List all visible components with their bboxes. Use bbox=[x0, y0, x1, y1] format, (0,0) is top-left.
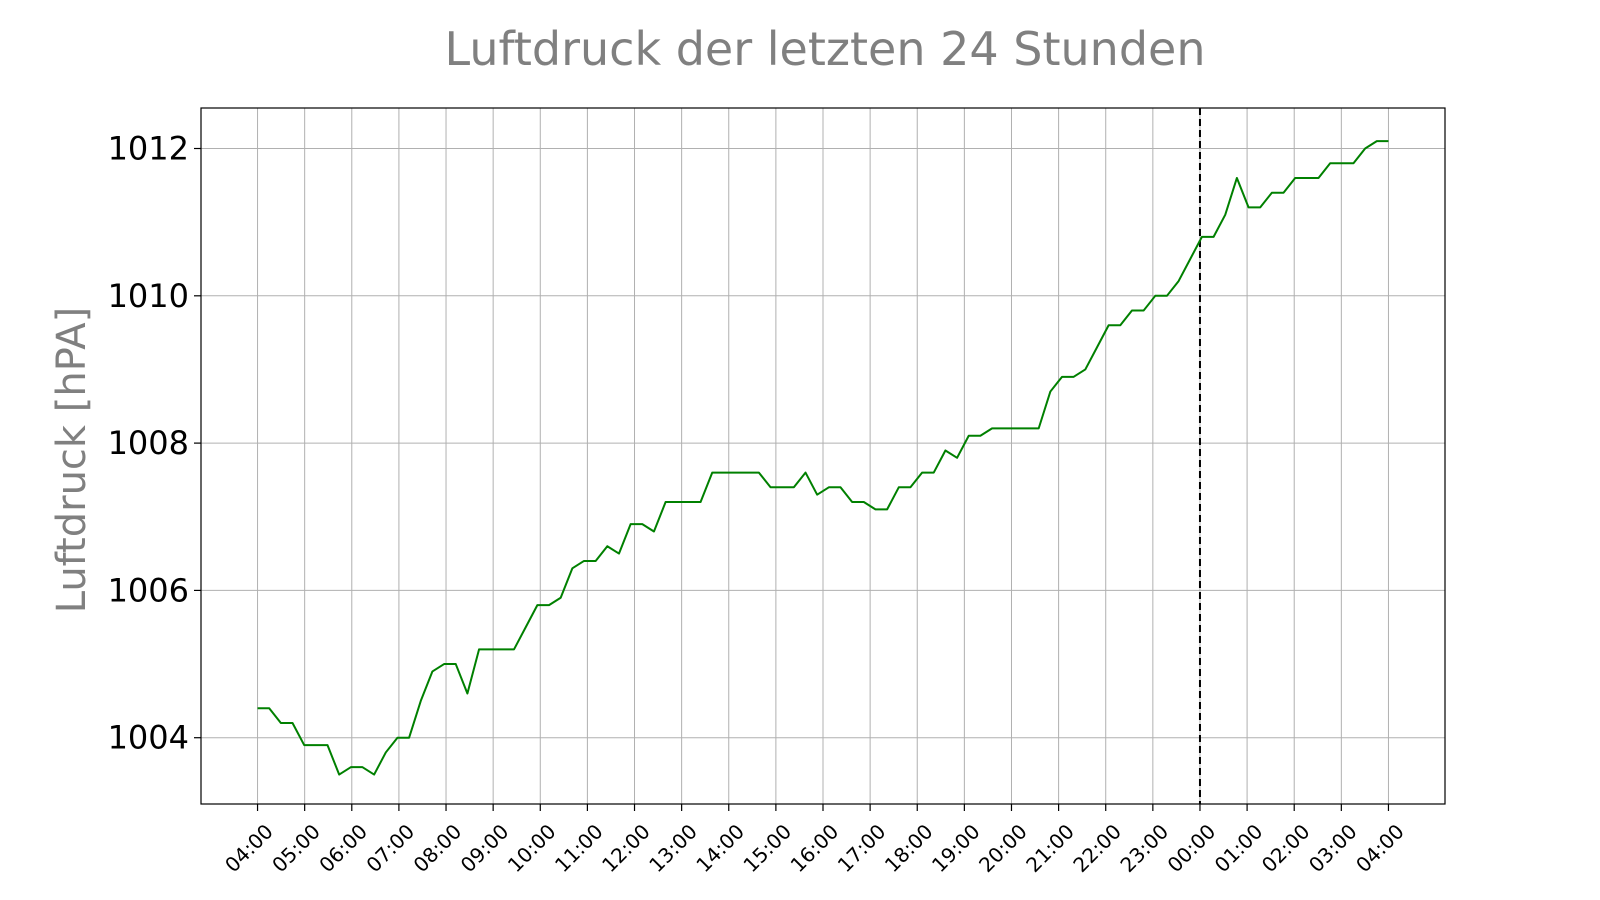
x-tick-label: 01:00 bbox=[1210, 819, 1268, 877]
x-tick-label: 11:00 bbox=[550, 819, 608, 877]
x-tick-label: 00:00 bbox=[1163, 819, 1221, 877]
y-tick-label: 1004 bbox=[108, 719, 189, 757]
x-tick-label: 23:00 bbox=[1115, 819, 1173, 877]
x-tick-label: 19:00 bbox=[927, 819, 985, 877]
x-tick-label: 15:00 bbox=[738, 819, 796, 877]
pressure-line bbox=[257, 140, 1389, 776]
x-tick-label: 21:00 bbox=[1021, 819, 1079, 877]
chart-title: Luftdruck der letzten 24 Stunden bbox=[445, 22, 1206, 76]
series bbox=[257, 140, 1389, 776]
x-tick-label: 22:00 bbox=[1068, 819, 1126, 877]
y-ticks: 1004 1006 1008 1010 1012 bbox=[108, 130, 201, 757]
x-tick-label: 14:00 bbox=[691, 819, 749, 877]
x-tick-label: 16:00 bbox=[786, 819, 844, 877]
x-tick-label: 07:00 bbox=[361, 819, 419, 877]
x-tick-label: 04:00 bbox=[220, 819, 278, 877]
x-tick-label: 08:00 bbox=[409, 819, 467, 877]
x-tick-label: 20:00 bbox=[974, 819, 1032, 877]
x-tick-label: 06:00 bbox=[314, 819, 372, 877]
x-tick-label: 03:00 bbox=[1304, 819, 1362, 877]
x-tick-label: 09:00 bbox=[456, 819, 514, 877]
y-tick-label: 1012 bbox=[108, 130, 189, 168]
x-tick-label: 13:00 bbox=[644, 819, 702, 877]
x-tick-label: 04:00 bbox=[1351, 819, 1409, 877]
grid bbox=[201, 108, 1445, 804]
x-tick-label: 12:00 bbox=[597, 819, 655, 877]
x-tick-label: 18:00 bbox=[880, 819, 938, 877]
y-tick-label: 1006 bbox=[108, 571, 189, 609]
x-tick-label: 02:00 bbox=[1257, 819, 1315, 877]
x-ticks: 04:0005:0006:0007:0008:0009:0010:0011:00… bbox=[220, 804, 1409, 877]
x-tick-label: 17:00 bbox=[833, 819, 891, 877]
x-tick-label: 05:00 bbox=[267, 819, 325, 877]
x-tick-label: 10:00 bbox=[503, 819, 561, 877]
y-axis-label: Luftdruck [hPA] bbox=[49, 307, 95, 614]
y-tick-label: 1010 bbox=[108, 277, 189, 315]
y-tick-label: 1008 bbox=[108, 424, 189, 462]
